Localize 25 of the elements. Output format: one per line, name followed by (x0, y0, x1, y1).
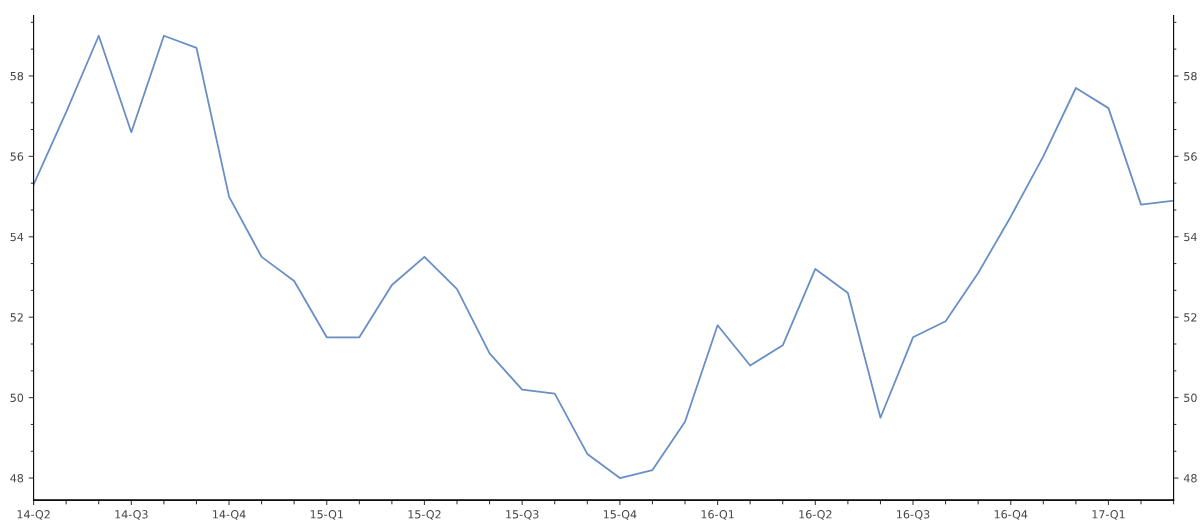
x-tick-label: 16-Q3 (897, 510, 930, 520)
x-tick-label: 15-Q2 (408, 510, 441, 520)
y-tick-label: 52 (10, 313, 23, 322)
y-tick-label: 50 (10, 393, 24, 402)
x-tick-label: 14-Q4 (213, 510, 246, 520)
line-series (33, 34, 1174, 479)
x-tick-label: 14-Q3 (115, 510, 148, 520)
x-tick-label: 14-Q2 (17, 510, 50, 520)
x-tick-label: 16-Q4 (994, 510, 1028, 520)
x-tick-label: 15-Q3 (506, 510, 539, 520)
x-tick-label: 15-Q4 (603, 510, 637, 520)
y-tick-label: 54 (10, 232, 24, 242)
x-tick-label: 16-Q2 (799, 510, 832, 520)
y2-tick-label: 52 (1184, 313, 1197, 322)
x-tick-label: 15-Q1 (310, 510, 343, 520)
x-tick-label: 17-Q1 (1092, 510, 1125, 520)
y2-tick-label: 50 (1184, 393, 1197, 402)
y-tick-label: 56 (10, 152, 24, 161)
y2-tick-label: 54 (1184, 232, 1197, 242)
y2-tick-label: 48 (1183, 474, 1197, 483)
x-tick-label: 16-Q1 (701, 510, 734, 520)
y-tick-label: 48 (10, 474, 24, 483)
y2-tick-label: 56 (1184, 152, 1197, 161)
y2-tick-label: 58 (1184, 71, 1197, 81)
y-tick-label: 58 (10, 71, 24, 81)
